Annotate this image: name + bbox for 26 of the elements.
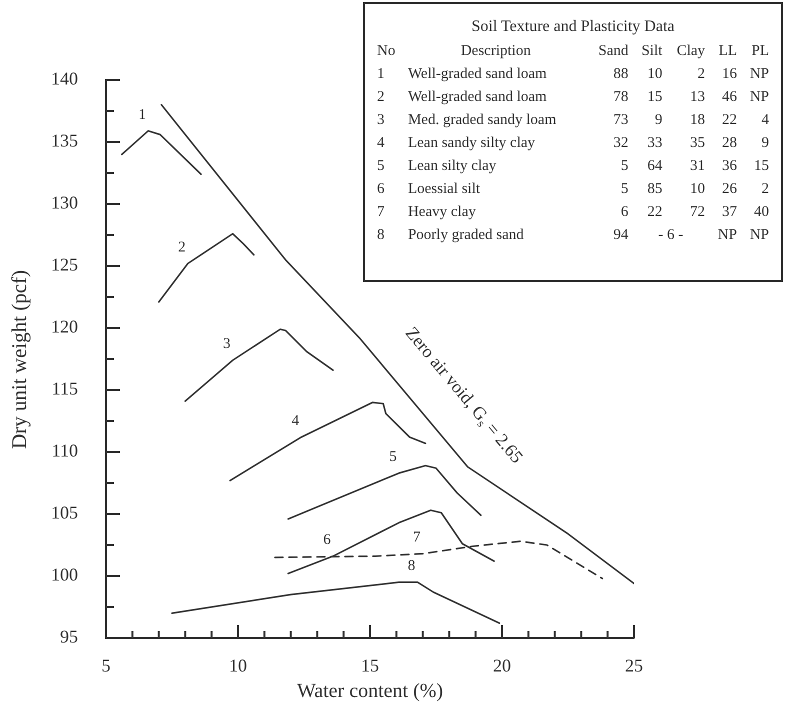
- series-label: 5: [389, 449, 397, 466]
- table-card: Soil Texture and Plasticity Data No Description Sand Silt Clay LL PL 1 Well-graded sand loam 88 10 2 16 NP 2 Well-graded sand loam 78 15 13 46 NP 3 Med. graded sandy loam 73 9 18 22 4 4 Lean sandy silty clay 32 33 35 28 9 5 Lean silty clay 5 64 31 36 15 6 Loessial silt 5 85 10 26 2 7 Heavy clay 6 22 72 37 40 8 Poorly graded sand 94 - 6 - NP NP: [363, 2, 783, 282]
- x-tick-label: 25: [625, 656, 643, 676]
- y-tick-label: 130: [51, 192, 78, 213]
- series-label: 2: [178, 239, 186, 256]
- y-tick-label: 115: [52, 378, 78, 399]
- y-tick-label: 140: [51, 68, 78, 89]
- series-label: 7: [413, 530, 422, 546]
- series-label: 4: [292, 413, 300, 430]
- series-label: 6: [323, 532, 332, 548]
- x-tick-label: 5: [102, 656, 110, 676]
- y-tick-label: 95: [60, 626, 78, 647]
- y-tick-label: 100: [51, 564, 78, 585]
- y-tick-label: 135: [51, 130, 78, 151]
- x-tick-label: 15: [361, 656, 379, 676]
- y-tick-label: 110: [52, 440, 78, 461]
- x-axis-title: Water content (%): [296, 680, 444, 703]
- y-axis-title: Dry unit weight (pcf): [8, 269, 32, 449]
- y-tick-label: 120: [51, 316, 78, 337]
- series-label: 8: [408, 558, 416, 574]
- series-label: 3: [222, 336, 230, 352]
- y-tick-label: 125: [51, 254, 78, 275]
- y-tick-label: 105: [51, 502, 78, 523]
- x-tick-label: 10: [229, 656, 247, 676]
- x-tick-label: 20: [493, 656, 511, 676]
- series-label: 1: [138, 106, 146, 123]
